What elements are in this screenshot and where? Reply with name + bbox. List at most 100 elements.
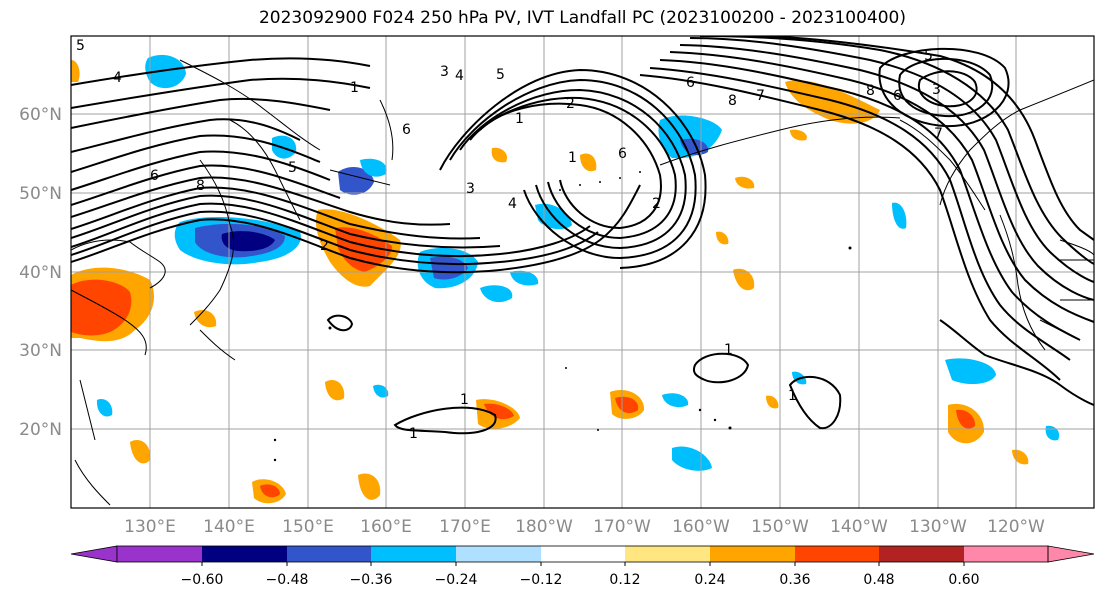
lon-label: 180°W bbox=[515, 517, 573, 537]
colorbar-tick-label: 0.48 bbox=[863, 572, 894, 588]
positive-anomaly-region bbox=[491, 147, 508, 163]
contour-label: 5 bbox=[288, 160, 297, 176]
map-gridlines bbox=[71, 36, 1094, 508]
colorbar-segment bbox=[964, 546, 1048, 562]
contour-label: 4 bbox=[113, 70, 122, 86]
colorbar-tick-label: −0.24 bbox=[435, 572, 478, 588]
strong-positive-anomaly-region bbox=[335, 227, 392, 272]
negative-anomaly-region bbox=[510, 270, 539, 286]
contour-label: 1 bbox=[460, 392, 469, 408]
positive-anomaly-region bbox=[733, 268, 755, 291]
colorbar-segment bbox=[70, 545, 118, 563]
colorbar-segment bbox=[371, 546, 456, 562]
strong-positive-anomaly-region bbox=[615, 396, 639, 414]
lat-label: 20°N bbox=[19, 420, 62, 440]
contour-label: 1 bbox=[350, 80, 359, 96]
lat-label: 50°N bbox=[19, 184, 62, 204]
positive-anomaly-region bbox=[766, 395, 779, 409]
colorbar-tick-label: 0.24 bbox=[694, 572, 725, 588]
contour-label: 6 bbox=[150, 168, 159, 184]
contour-label: 5 bbox=[924, 48, 933, 64]
lon-label: 170°W bbox=[593, 517, 651, 537]
contour-label: 5 bbox=[496, 67, 505, 83]
negative-anomaly-region bbox=[672, 446, 712, 471]
colorbar-segment bbox=[879, 546, 964, 562]
contour-label: 5 bbox=[76, 38, 85, 54]
contour-label: 1 bbox=[409, 426, 418, 442]
coastlines bbox=[71, 59, 1094, 506]
colorbar-segment bbox=[710, 546, 795, 562]
lon-label: 160°W bbox=[672, 517, 730, 537]
longitude-labels: 130°E 140°E 150°E 160°E 170°E 180°W 170°… bbox=[124, 517, 1045, 537]
colorbar-tick-label: −0.12 bbox=[520, 572, 563, 588]
pv-contours bbox=[71, 36, 1094, 435]
positive-anomaly-region bbox=[325, 379, 345, 401]
contour-labels: 5 4 6 5 1 2 8 6 4 3 2 1 6 5 4 3 1 2 6 8 … bbox=[76, 38, 943, 442]
contour-label: 4 bbox=[508, 196, 517, 212]
colorbar-segment bbox=[541, 546, 625, 562]
positive-anomaly-region bbox=[785, 80, 880, 124]
positive-anomaly-region bbox=[358, 473, 381, 500]
lon-label: 130°W bbox=[909, 517, 967, 537]
negative-anomaly-region bbox=[892, 202, 907, 229]
lon-label: 120°W bbox=[987, 517, 1045, 537]
colorbar-segment bbox=[625, 546, 710, 562]
colorbar-ticks bbox=[201, 562, 965, 566]
positive-anomaly-region bbox=[790, 129, 807, 141]
lon-label: 150°E bbox=[282, 517, 334, 537]
negative-anomaly-region bbox=[272, 135, 297, 159]
negative-anomaly-region bbox=[373, 384, 389, 398]
contour-label: 7 bbox=[934, 126, 943, 142]
strong-negative-anomaly-region bbox=[221, 231, 275, 252]
lon-label: 160°E bbox=[360, 517, 412, 537]
lat-label: 60°N bbox=[19, 105, 62, 125]
lat-label: 40°N bbox=[19, 263, 62, 283]
negative-anomaly-region bbox=[945, 358, 996, 385]
contour-label: 8 bbox=[196, 178, 205, 194]
negative-anomaly-region bbox=[145, 54, 186, 89]
lat-label: 30°N bbox=[19, 341, 62, 361]
colorbar-segment bbox=[287, 546, 371, 562]
negative-anomaly-region bbox=[96, 399, 113, 417]
colorbar: −0.60 −0.48 −0.36 −0.24 −0.12 0.12 0.24 … bbox=[70, 545, 1095, 588]
lon-label: 130°E bbox=[124, 517, 176, 537]
positive-anomaly-region bbox=[1012, 449, 1029, 465]
colorbar-tick-label: 0.36 bbox=[779, 572, 810, 588]
negative-anomaly-region bbox=[662, 393, 689, 408]
contour-label: 6 bbox=[686, 75, 695, 91]
contour-label: 6 bbox=[893, 88, 902, 104]
contour-label: 1 bbox=[515, 111, 524, 127]
colorbar-tick-label: 0.12 bbox=[609, 572, 640, 588]
strong-positive-anomaly-region bbox=[484, 403, 514, 420]
lon-label: 150°W bbox=[751, 517, 809, 537]
contour-label: 8 bbox=[728, 93, 737, 109]
strong-positive-anomaly-region bbox=[71, 279, 132, 336]
contour-label: 1 bbox=[788, 388, 797, 404]
contour-label: 2 bbox=[320, 238, 329, 254]
colorbar-segment bbox=[117, 546, 202, 562]
colorbar-segment bbox=[1047, 545, 1095, 563]
negative-anomaly-region bbox=[430, 256, 468, 280]
contour-label: 8 bbox=[866, 83, 875, 99]
contour-label: 2 bbox=[566, 96, 575, 112]
latitude-labels: 60°N 50°N 40°N 30°N 20°N bbox=[19, 105, 62, 440]
lon-label: 140°W bbox=[830, 517, 888, 537]
colorbar-tick-label: −0.36 bbox=[350, 572, 393, 588]
colorbar-segment bbox=[795, 546, 879, 562]
negative-anomaly-region bbox=[360, 158, 387, 177]
colorbar-tick-label: −0.48 bbox=[266, 572, 309, 588]
colorbar-tick-label: 0.60 bbox=[948, 572, 979, 588]
contour-label: 6 bbox=[618, 146, 627, 162]
strong-positive-anomaly-region bbox=[956, 409, 976, 429]
contour-label: 2 bbox=[652, 196, 661, 212]
colorbar-tick-label: −0.60 bbox=[181, 572, 224, 588]
lon-label: 140°E bbox=[203, 517, 255, 537]
colorbar-segment bbox=[456, 546, 541, 562]
contour-label: 1 bbox=[724, 342, 733, 358]
positive-anomaly-region bbox=[716, 231, 729, 245]
contour-label: 7 bbox=[756, 88, 765, 104]
shaded-anomaly-regions bbox=[71, 54, 1060, 504]
positive-anomaly-region bbox=[580, 153, 597, 172]
strong-positive-anomaly-region bbox=[260, 484, 280, 498]
